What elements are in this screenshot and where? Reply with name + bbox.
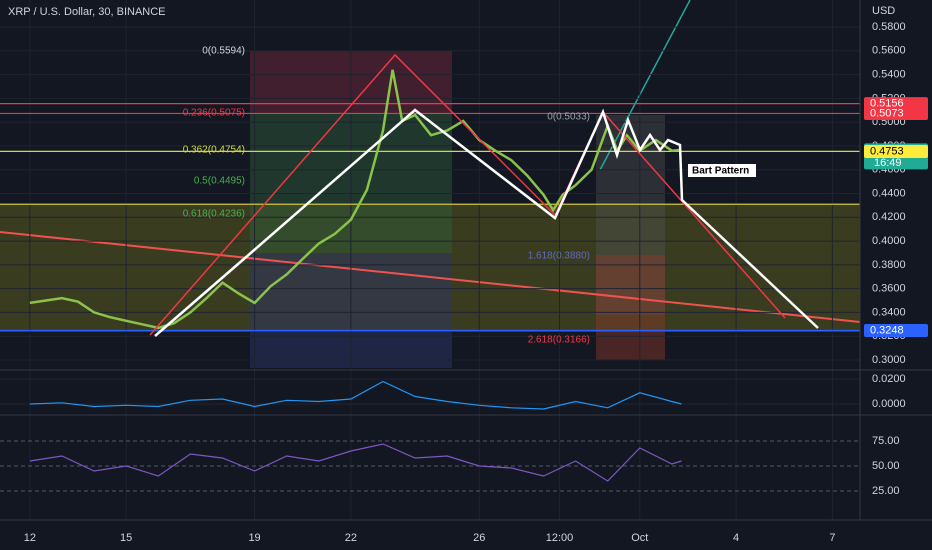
pattern-line — [154, 108, 819, 337]
x-tick-label: 4 — [733, 532, 739, 544]
x-tick-label: 15 — [120, 532, 132, 544]
y-tick-label: 75.00 — [872, 435, 900, 447]
fib-label: 1.618(0.3880) — [528, 251, 590, 262]
price-label: 0.5156 — [870, 97, 904, 109]
x-tick-label: 12:00 — [546, 532, 574, 544]
y-tick-label: 0.3800 — [872, 259, 906, 271]
x-tick-label: Oct — [631, 532, 648, 544]
price-label-box — [864, 145, 928, 159]
y-tick-label: 0.0200 — [872, 373, 906, 385]
y-tick-label: 0.5800 — [872, 21, 906, 33]
chart-title: XRP / U.S. Dollar, 30, BINANCE — [8, 6, 166, 18]
y-tick-label: 50.00 — [872, 460, 900, 472]
y-tick-label: 0.0000 — [872, 398, 906, 410]
price-axis — [860, 0, 932, 550]
fib-label: 0(0.5594) — [202, 46, 245, 57]
trend-line — [0, 231, 861, 323]
y-tick-label: 0.3000 — [872, 354, 906, 366]
y-tick-label: 0.4000 — [872, 235, 906, 247]
x-tick-label: 22 — [345, 532, 357, 544]
price-label-box — [864, 106, 928, 120]
price-label-box — [864, 97, 928, 111]
x-tick-label: 12 — [24, 532, 36, 544]
price-label: 0.5073 — [870, 107, 904, 119]
fib-label: 0(0.5033) — [547, 112, 590, 123]
price-label: 0.3248 — [870, 324, 904, 336]
x-tick-label: 19 — [248, 532, 260, 544]
y-tick-label: 0.5400 — [872, 68, 906, 80]
fib-label: 0.362(0.4754) — [183, 145, 245, 156]
annotation: Bart Pattern — [692, 166, 749, 177]
fib-label: 0.236(0.5075) — [183, 108, 245, 119]
x-tick-label: 7 — [829, 532, 835, 544]
price-label-box — [864, 324, 928, 338]
y-tick-label: 25.00 — [872, 485, 900, 497]
countdown: 16:49 — [874, 157, 902, 169]
y-tick-label: 0.3400 — [872, 306, 906, 318]
axis-unit: USD — [872, 5, 895, 17]
price-label: 0.4753 — [870, 145, 904, 157]
x-tick-label: 26 — [473, 532, 485, 544]
fib-label: 0.5(0.4495) — [194, 176, 245, 187]
fib-zone — [596, 115, 665, 315]
fib-label: 0.618(0.4236) — [183, 209, 245, 220]
y-tick-label: 0.3600 — [872, 283, 906, 295]
fib-zone — [596, 255, 665, 360]
annotation-box — [688, 164, 756, 177]
series-line — [29, 380, 682, 410]
series-line — [29, 69, 682, 330]
fib-label: 2.618(0.3166) — [528, 335, 590, 346]
y-tick-label: 0.4400 — [872, 187, 906, 199]
series-line — [29, 443, 682, 482]
y-tick-label: 0.4200 — [872, 211, 906, 223]
y-tick-label: 0.5600 — [872, 45, 906, 57]
